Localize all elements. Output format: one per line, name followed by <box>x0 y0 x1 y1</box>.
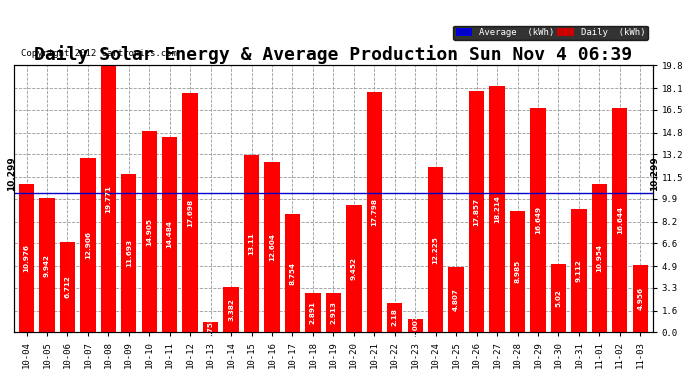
Text: 5.02: 5.02 <box>555 290 562 307</box>
Bar <box>203 322 218 332</box>
Text: 2.891: 2.891 <box>310 301 316 324</box>
Bar <box>469 91 484 332</box>
Text: 9.112: 9.112 <box>576 259 582 282</box>
Bar <box>19 184 34 332</box>
Legend: Average  (kWh), Daily  (kWh): Average (kWh), Daily (kWh) <box>453 26 648 40</box>
Text: 10.954: 10.954 <box>596 244 602 272</box>
Text: 9.942: 9.942 <box>44 254 50 277</box>
Bar <box>80 158 95 332</box>
Text: 11.693: 11.693 <box>126 239 132 267</box>
Text: 10.299: 10.299 <box>8 156 17 191</box>
Bar <box>408 319 423 332</box>
Bar <box>141 131 157 332</box>
Text: 18.214: 18.214 <box>494 195 500 223</box>
Text: 4.956: 4.956 <box>638 287 643 310</box>
Text: 8.754: 8.754 <box>290 262 295 285</box>
Bar <box>387 303 402 332</box>
Text: 3.382: 3.382 <box>228 298 234 321</box>
Text: 0.755: 0.755 <box>208 315 214 339</box>
Title: Daily Solar Energy & Average Production Sun Nov 4 06:39: Daily Solar Energy & Average Production … <box>34 45 633 63</box>
Text: 6.712: 6.712 <box>64 276 70 298</box>
Text: 16.649: 16.649 <box>535 206 541 234</box>
Bar <box>428 167 444 332</box>
Bar <box>60 242 75 332</box>
Bar <box>489 87 504 332</box>
Text: 8.985: 8.985 <box>515 260 520 283</box>
Text: 14.484: 14.484 <box>167 220 172 248</box>
Bar <box>326 293 341 332</box>
Text: 10.976: 10.976 <box>23 244 30 272</box>
Text: 14.905: 14.905 <box>146 217 152 246</box>
Text: 4.807: 4.807 <box>453 288 459 311</box>
Text: 9.452: 9.452 <box>351 257 357 280</box>
Text: 10.299: 10.299 <box>651 156 660 191</box>
Bar <box>591 184 607 332</box>
Text: Copyright 2012 Cartronics.com: Copyright 2012 Cartronics.com <box>21 49 177 58</box>
Text: 19.771: 19.771 <box>106 185 111 213</box>
Bar <box>162 137 177 332</box>
Bar <box>224 286 239 332</box>
Text: 17.698: 17.698 <box>187 199 193 227</box>
Bar <box>39 198 55 332</box>
Bar <box>448 267 464 332</box>
Bar <box>551 264 566 332</box>
Bar <box>366 92 382 332</box>
Bar <box>510 211 525 332</box>
Bar <box>285 214 300 332</box>
Bar <box>612 108 627 332</box>
Bar <box>633 265 648 332</box>
Text: 17.857: 17.857 <box>473 198 480 226</box>
Text: 13.11: 13.11 <box>248 232 255 255</box>
Text: 1.007: 1.007 <box>412 314 418 337</box>
Bar <box>305 293 321 332</box>
Text: 17.798: 17.798 <box>371 198 377 226</box>
Bar <box>571 209 586 332</box>
Text: 2.18: 2.18 <box>392 309 397 326</box>
Text: 12.225: 12.225 <box>433 236 439 264</box>
Text: 2.913: 2.913 <box>331 301 337 324</box>
Bar <box>182 93 198 332</box>
Text: 16.644: 16.644 <box>617 206 623 234</box>
Bar <box>121 174 137 332</box>
Bar <box>531 108 546 332</box>
Bar <box>101 66 116 332</box>
Bar <box>244 155 259 332</box>
Text: 12.604: 12.604 <box>269 233 275 261</box>
Text: 12.906: 12.906 <box>85 231 91 259</box>
Bar <box>346 205 362 332</box>
Bar <box>264 162 279 332</box>
